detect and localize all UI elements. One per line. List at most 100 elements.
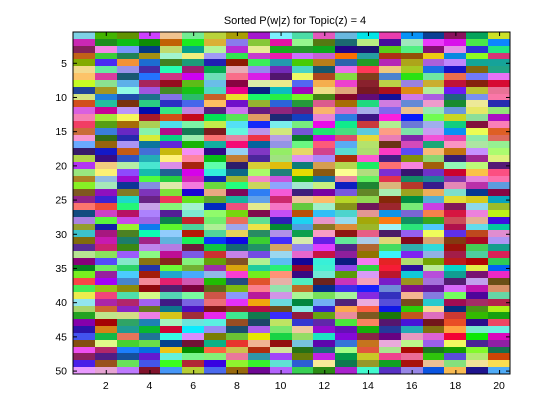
heatmap-cell-r18-c11: [292, 148, 313, 155]
heatmap-cell-r26-c19: [466, 203, 488, 210]
heatmap-cell-r5-c6: [182, 59, 204, 66]
heatmap-cell-r20-c13: [335, 162, 357, 169]
heatmap-cell-r24-c1: [73, 189, 95, 196]
y-tick-label: 35: [55, 263, 67, 275]
heatmap-cell-r42-c3: [117, 312, 139, 319]
heatmap-cell-r22-c13: [335, 176, 357, 182]
heatmap-cell-r7-c15: [379, 73, 401, 80]
heatmap-cell-r26-c18: [444, 203, 466, 210]
heatmap-cell-r27-c17: [423, 210, 444, 217]
heatmap-cell-r7-c3: [117, 73, 139, 80]
heatmap-cell-r39-c4: [139, 292, 160, 299]
heatmap-cell-r39-c11: [292, 292, 313, 299]
heatmap-cell-r15-c12: [313, 128, 335, 135]
heatmap-cell-r14-c3: [117, 121, 139, 128]
heatmap-cell-r50-c20: [488, 367, 510, 374]
heatmap-cell-r22-c7: [204, 176, 226, 182]
heatmap-cell-r11-c2: [95, 100, 117, 107]
heatmap-cell-r21-c17: [423, 169, 444, 176]
heatmap-cell-r48-c11: [292, 353, 313, 360]
heatmap-cell-r39-c16: [401, 292, 423, 299]
heatmap-cell-r36-c6: [182, 271, 204, 278]
heatmap-cell-r41-c5: [160, 306, 182, 312]
heatmap-cell-r16-c12: [313, 135, 335, 141]
heatmap-cell-r6-c10: [270, 66, 292, 73]
heatmap-cell-r24-c14: [357, 189, 379, 196]
heatmap-cell-r16-c16: [401, 135, 423, 141]
heatmap-cell-r12-c14: [357, 107, 379, 114]
heatmap-cell-r10-c7: [204, 94, 226, 100]
heatmap-cell-r36-c7: [204, 271, 226, 278]
heatmap-cell-r8-c17: [423, 80, 444, 87]
heatmap-cell-r11-c8: [226, 100, 248, 107]
heatmap-cell-r8-c6: [182, 80, 204, 87]
heatmap-cell-r6-c7: [204, 66, 226, 73]
heatmap-cell-r48-c20: [488, 353, 510, 360]
heatmap-cell-r30-c17: [423, 230, 444, 237]
heatmap-cell-r33-c12: [313, 251, 335, 258]
heatmap-cell-r46-c18: [444, 340, 466, 347]
heatmap-cell-r45-c15: [379, 333, 401, 340]
heatmap-cell-r7-c9: [248, 73, 270, 80]
heatmap-cell-r47-c15: [379, 347, 401, 353]
heatmap-cell-r23-c18: [444, 182, 466, 189]
heatmap-cell-r43-c9: [248, 319, 270, 326]
heatmap-cell-r10-c19: [466, 94, 488, 100]
heatmap-cell-r25-c20: [488, 196, 510, 203]
heatmap-cell-r21-c6: [182, 169, 204, 176]
heatmap-cell-r28-c2: [95, 217, 117, 224]
heatmap-cell-r33-c14: [357, 251, 379, 258]
heatmap-cell-r23-c12: [313, 182, 335, 189]
heatmap-cell-r24-c2: [95, 189, 117, 196]
heatmap-cell-r47-c10: [270, 347, 292, 353]
heatmap-cell-r37-c9: [248, 278, 270, 285]
heatmap-cell-r30-c5: [160, 230, 182, 237]
heatmap-cell-r38-c7: [204, 285, 226, 292]
heatmap-cell-r17-c1: [73, 141, 95, 148]
heatmap-cell-r47-c7: [204, 347, 226, 353]
heatmap-cell-r17-c11: [292, 141, 313, 148]
heatmap-cell-r15-c10: [270, 128, 292, 135]
heatmap-cells: [73, 32, 510, 374]
heatmap-cell-r36-c5: [160, 271, 182, 278]
heatmap-cell-r29-c12: [313, 224, 335, 230]
heatmap-cell-r36-c15: [379, 271, 401, 278]
heatmap-cell-r10-c17: [423, 94, 444, 100]
heatmap-cell-r42-c20: [488, 312, 510, 319]
heatmap-cell-r11-c4: [139, 100, 160, 107]
heatmap-cell-r26-c12: [313, 203, 335, 210]
heatmap-cell-r31-c8: [226, 237, 248, 244]
heatmap-cell-r42-c8: [226, 312, 248, 319]
heatmap-cell-r11-c20: [488, 100, 510, 107]
heatmap-cell-r48-c1: [73, 353, 95, 360]
heatmap-cell-r22-c1: [73, 176, 95, 182]
heatmap-cell-r38-c16: [401, 285, 423, 292]
heatmap-cell-r23-c16: [401, 182, 423, 189]
heatmap-cell-r27-c9: [248, 210, 270, 217]
heatmap-cell-r47-c5: [160, 347, 182, 353]
x-tick-label: 20: [493, 380, 505, 392]
heatmap-cell-r19-c9: [248, 155, 270, 162]
heatmap-cell-r35-c9: [248, 265, 270, 271]
heatmap-cell-r14-c14: [357, 121, 379, 128]
heatmap-cell-r29-c14: [357, 224, 379, 230]
heatmap-cell-r41-c14: [357, 306, 379, 312]
heatmap-cell-r22-c10: [270, 176, 292, 182]
heatmap-cell-r42-c4: [139, 312, 160, 319]
heatmap-cell-r42-c11: [292, 312, 313, 319]
heatmap-cell-r16-c17: [423, 135, 444, 141]
heatmap-cell-r42-c7: [204, 312, 226, 319]
heatmap-cell-r24-c20: [488, 189, 510, 196]
heatmap-cell-r26-c10: [270, 203, 292, 210]
heatmap-cell-r9-c6: [182, 87, 204, 94]
heatmap-cell-r30-c1: [73, 230, 95, 237]
heatmap-cell-r26-c8: [226, 203, 248, 210]
heatmap-cell-r29-c9: [248, 224, 270, 230]
heatmap-cell-r47-c11: [292, 347, 313, 353]
heatmap-cell-r49-c20: [488, 360, 510, 367]
heatmap-cell-r40-c4: [139, 299, 160, 306]
heatmap-cell-r21-c20: [488, 169, 510, 176]
heatmap-cell-r22-c16: [401, 176, 423, 182]
heatmap-cell-r3-c13: [335, 46, 357, 53]
heatmap-cell-r44-c17: [423, 326, 444, 333]
